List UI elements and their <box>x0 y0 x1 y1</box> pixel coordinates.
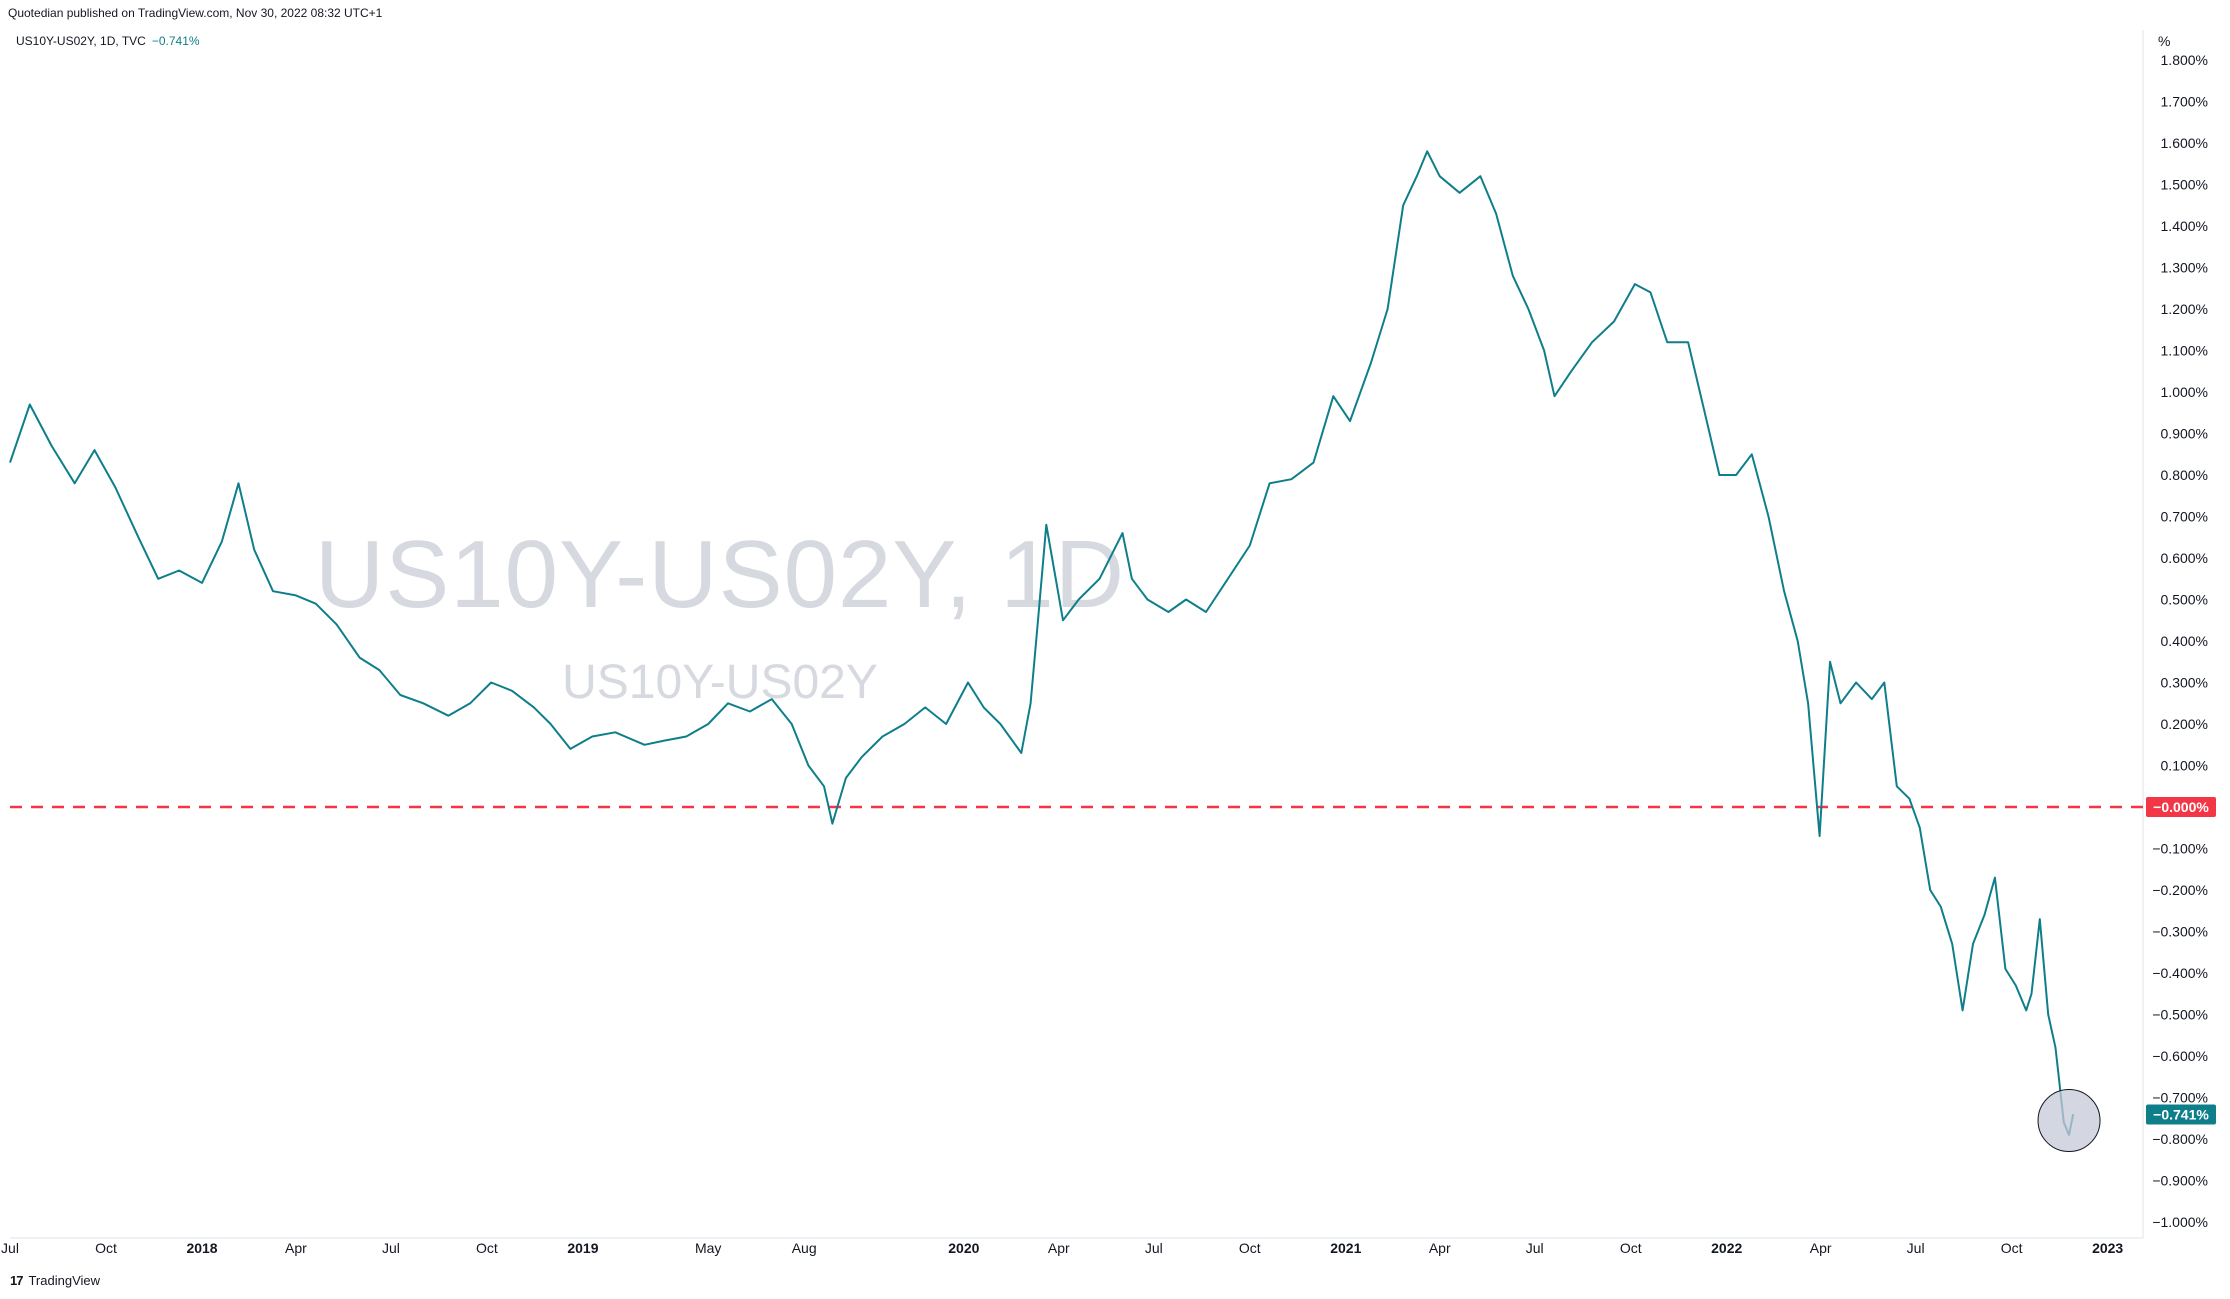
x-tick-label: 2021 <box>1330 1240 1361 1256</box>
x-tick-label: 2018 <box>186 1240 217 1256</box>
x-tick-label: 2019 <box>567 1240 598 1256</box>
y-tick-label: 1.500% <box>2161 177 2208 193</box>
highlight-circle <box>2037 1089 2101 1153</box>
footer-brand[interactable]: 17 TradingView <box>10 1273 100 1288</box>
zero-line-label-text: −0.000% <box>2153 799 2209 815</box>
y-tick-label: 1.600% <box>2161 135 2208 151</box>
x-tick-label: Apr <box>1048 1240 1070 1256</box>
x-tick-label: Oct <box>1239 1240 1261 1256</box>
x-axis: Jul Oct 2018 Apr Jul Oct 2019 May Aug 2020 Apr Jul O… <box>1 1240 2123 1256</box>
x-tick-label: Aug <box>792 1240 817 1256</box>
zero-line-label: −0.000% <box>2146 797 2216 817</box>
tradingview-logo-icon: 17 <box>10 1273 24 1288</box>
x-tick-label: Oct <box>2001 1240 2023 1256</box>
x-tick-label: Apr <box>1810 1240 1832 1256</box>
x-tick-label: 2023 <box>2092 1240 2123 1256</box>
y-tick-label: 0.700% <box>2161 509 2208 525</box>
last-value-label: −0.741% <box>2146 1104 2216 1125</box>
x-tick-label: Apr <box>1429 1240 1451 1256</box>
x-tick-label: Jul <box>1 1240 19 1256</box>
y-tick-label: 0.400% <box>2161 633 2208 649</box>
y-tick-label: −0.800% <box>2152 1131 2208 1147</box>
series-line <box>9 150 2075 1136</box>
x-tick-label: May <box>695 1240 721 1256</box>
footer-brand-label: TradingView <box>28 1273 101 1288</box>
watermark-subtitle: US10Y-US02Y <box>562 656 878 709</box>
y-tick-label: 1.000% <box>2161 384 2208 400</box>
y-tick-label: −0.400% <box>2152 965 2208 981</box>
chart-legend: US10Y-US02Y, 1D, TVC −0.741% <box>16 34 200 48</box>
y-tick-label: 1.300% <box>2161 260 2208 276</box>
y-tick-label: 0.900% <box>2161 426 2208 442</box>
y-tick-label: −0.700% <box>2152 1090 2208 1106</box>
x-tick-label: Jul <box>1526 1240 1544 1256</box>
legend-value: −0.741% <box>151 34 200 48</box>
y-axis-unit: % <box>2158 33 2170 49</box>
y-tick-label: 0.600% <box>2161 550 2208 566</box>
y-tick-label: 0.500% <box>2161 592 2208 608</box>
y-axis: 1.800% 1.700% 1.600% 1.500% 1.400% 1.300% 1.20… <box>2152 52 2208 1230</box>
y-tick-label: 1.100% <box>2161 343 2208 359</box>
y-tick-label: −0.300% <box>2152 924 2208 940</box>
y-tick-label: −0.600% <box>2152 1048 2208 1064</box>
zero-line-label-bg <box>2146 797 2216 817</box>
x-tick-label: Jul <box>1145 1240 1163 1256</box>
x-tick-label: Oct <box>476 1240 498 1256</box>
x-tick-label: 2020 <box>948 1240 979 1256</box>
y-tick-label: −0.200% <box>2152 882 2208 898</box>
y-tick-label: 0.800% <box>2161 467 2208 483</box>
y-tick-label: −1.000% <box>2152 1214 2208 1230</box>
x-tick-label: 2022 <box>1711 1240 1742 1256</box>
x-tick-label: Oct <box>95 1240 117 1256</box>
y-tick-label: −0.100% <box>2152 841 2208 857</box>
y-tick-label: 1.400% <box>2161 218 2208 234</box>
x-tick-label: Apr <box>285 1240 307 1256</box>
published-note: Quotedian published on TradingView.com, … <box>8 6 383 20</box>
x-tick-label: Jul <box>1907 1240 1925 1256</box>
watermark-title: US10Y-US02Y, 1D <box>314 521 1126 628</box>
last-value-label-text: −0.741% <box>2153 1107 2209 1123</box>
y-tick-label: −0.500% <box>2152 1007 2208 1023</box>
legend-symbol[interactable]: US10Y-US02Y, 1D, TVC <box>16 34 146 48</box>
grid <box>10 30 2144 1239</box>
x-tick-label: Jul <box>382 1240 400 1256</box>
last-value-label-bg <box>2146 1104 2216 1125</box>
y-tick-label: 1.700% <box>2161 94 2208 110</box>
y-tick-label: 1.800% <box>2161 52 2208 68</box>
y-tick-label: −0.900% <box>2152 1173 2208 1189</box>
y-tick-label: 0.200% <box>2161 716 2208 732</box>
x-tick-label: Oct <box>1620 1240 1642 1256</box>
y-tick-label: 0.100% <box>2161 758 2208 774</box>
y-tick-label: 0.300% <box>2161 675 2208 691</box>
y-tick-label: 1.200% <box>2161 301 2208 317</box>
